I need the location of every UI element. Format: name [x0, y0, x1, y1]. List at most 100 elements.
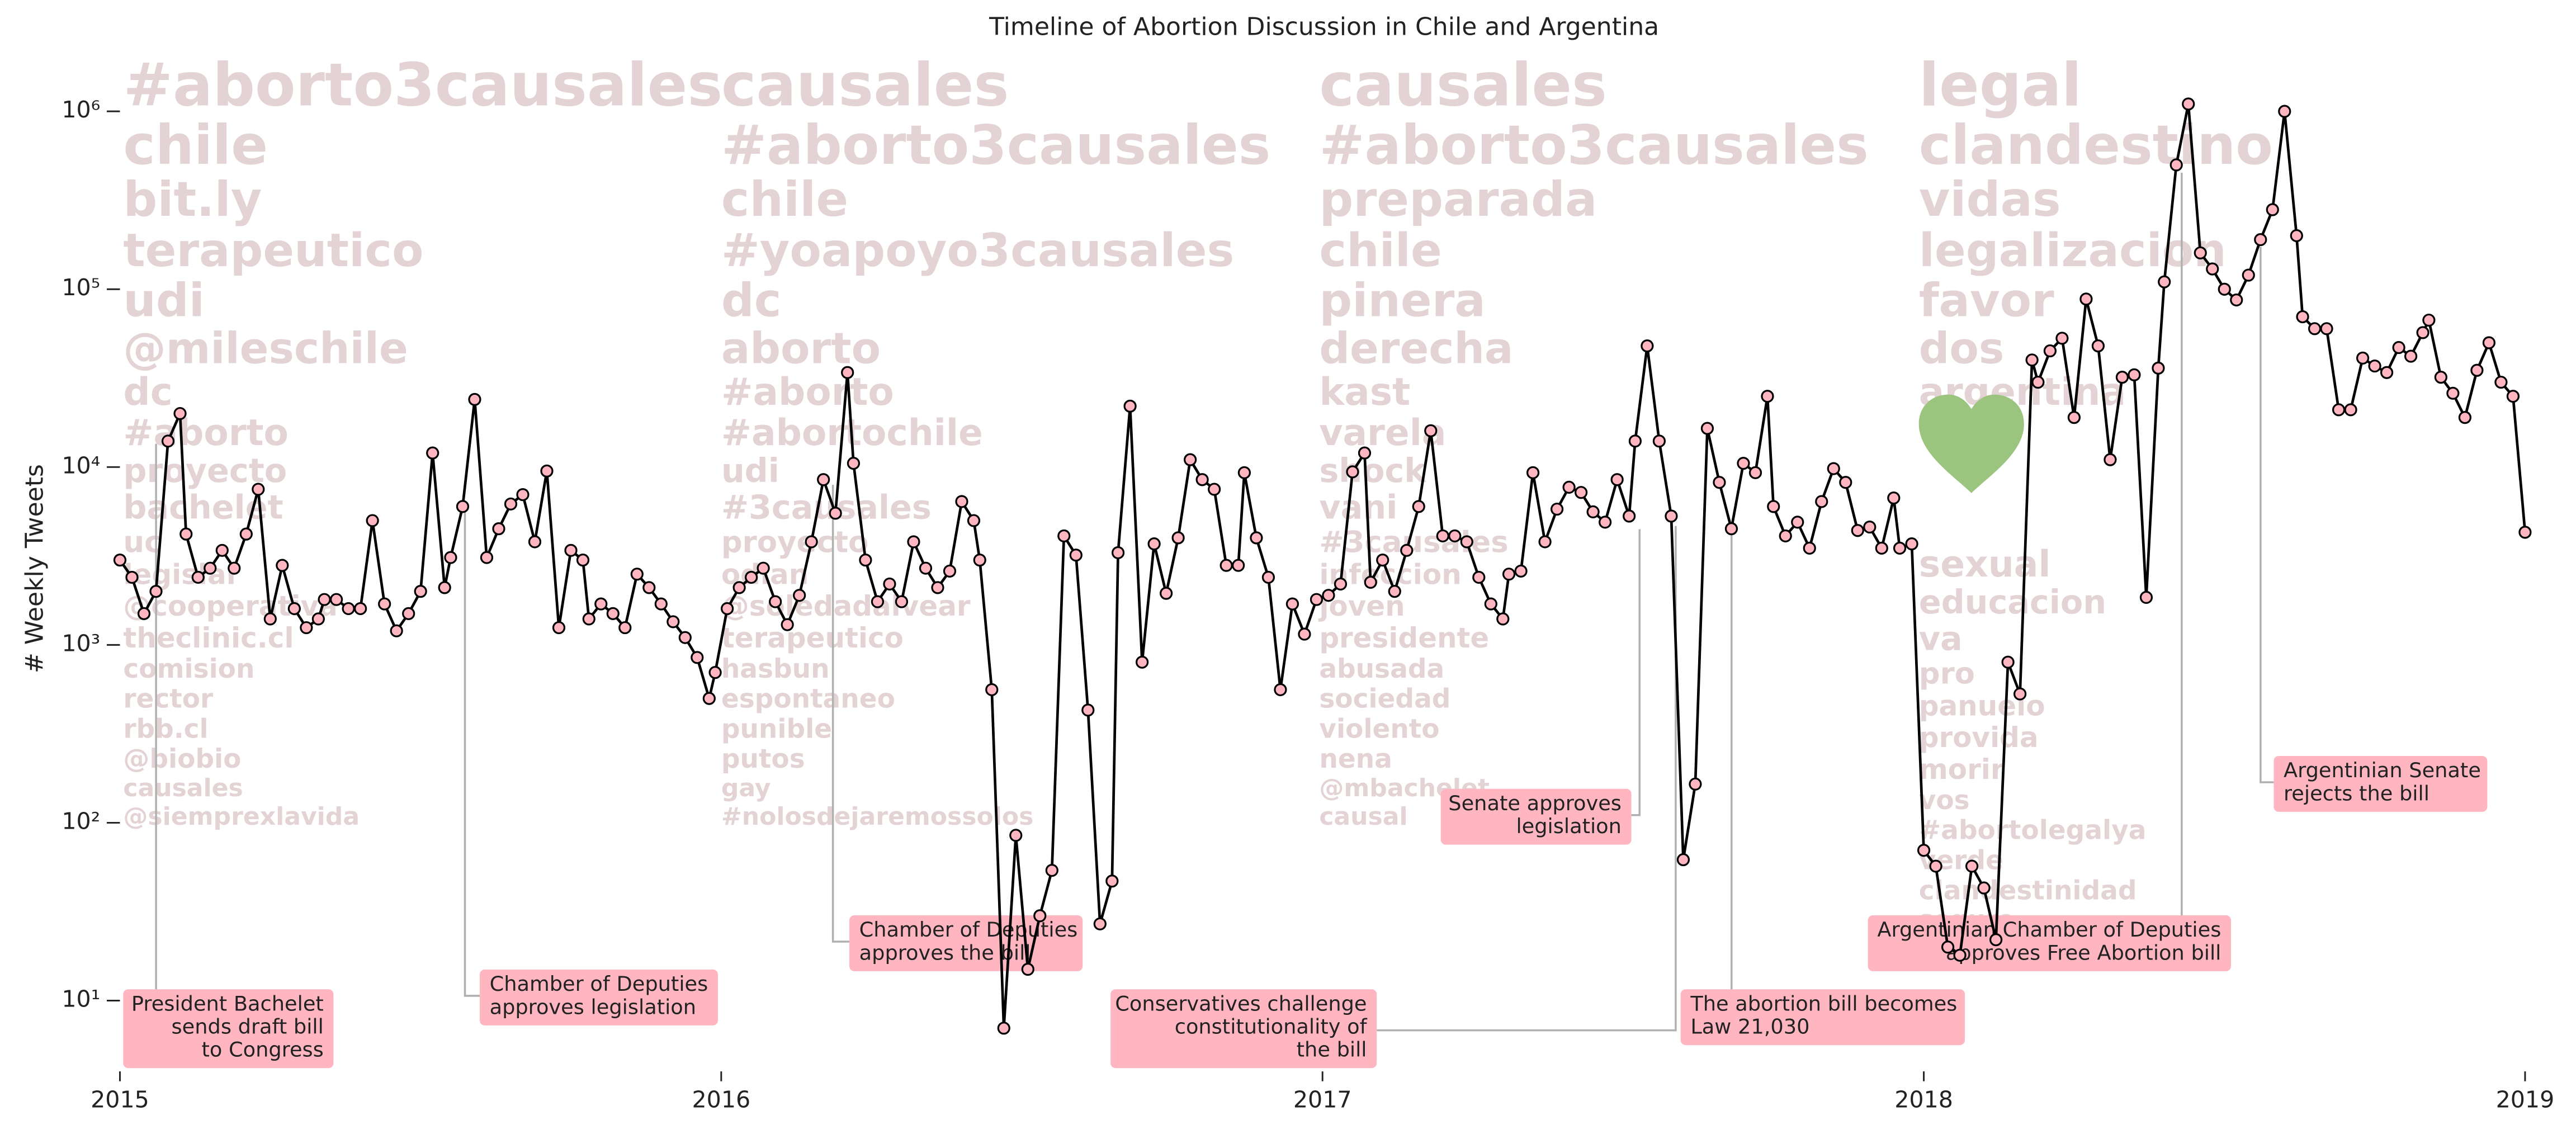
data-point: [2320, 322, 2333, 335]
data-point: [1989, 933, 2003, 947]
data-point: [1057, 529, 1071, 543]
data-point: [330, 593, 343, 606]
data-point: [708, 666, 722, 679]
annotation-line: legislation: [1516, 814, 1621, 838]
data-point: [2416, 326, 2430, 339]
data-point: [1748, 466, 1762, 479]
cloud-word: udi: [721, 451, 779, 490]
data-point: [2290, 229, 2303, 243]
data-point: [1436, 529, 1449, 543]
data-point: [239, 527, 253, 541]
data-point: [1791, 516, 1804, 529]
data-point: [173, 407, 187, 420]
y-tick-label: 10³: [62, 630, 100, 656]
data-point: [1160, 587, 1173, 600]
cloud-word: #abortolegalya: [1919, 815, 2147, 846]
data-point: [720, 602, 734, 616]
data-point: [414, 585, 427, 598]
data-point: [702, 692, 716, 705]
data-point: [2104, 453, 2117, 466]
data-point: [1261, 570, 1275, 584]
annotation-box: [1440, 788, 1632, 845]
data-point: [1574, 486, 1588, 499]
cloud-word: aborto: [721, 324, 881, 374]
data-point: [1863, 520, 1877, 534]
data-point: [528, 535, 542, 549]
annotation-line: Chamber of Deputies: [490, 972, 708, 996]
data-point: [1195, 473, 1209, 486]
data-point: [859, 554, 872, 567]
annotation-text: Argentinian Senate rejects the bill: [2284, 758, 2481, 805]
annotation-line: to Congress: [201, 1038, 323, 1062]
cloud-word: terapeutico: [123, 224, 423, 277]
data-point: [919, 561, 933, 575]
cloud-word: dc: [123, 370, 172, 414]
data-point: [1448, 529, 1462, 543]
data-point: [973, 554, 986, 567]
annotation-line: rejects the bill: [2284, 781, 2430, 805]
data-point: [2518, 526, 2532, 539]
cloud-word: causal: [1319, 802, 1407, 831]
data-point: [2230, 293, 2243, 307]
data-point: [2206, 262, 2219, 276]
cloud-word: #aborto3causales: [721, 114, 1271, 177]
data-point: [1887, 491, 1901, 505]
cloud-word: punible: [721, 713, 832, 744]
data-point: [2404, 349, 2418, 363]
cloud-word: legalizacion: [1919, 224, 2227, 277]
data-point: [1123, 399, 1137, 413]
data-point: [1803, 541, 1816, 555]
data-point: [1009, 829, 1023, 842]
data-point: [2278, 105, 2291, 118]
cloud-word: nena: [1319, 744, 1392, 774]
data-point: [1953, 948, 1967, 962]
data-point: [630, 568, 644, 581]
data-point: [907, 535, 920, 549]
x-tick-label: 2018: [1894, 1086, 1953, 1113]
data-point: [667, 615, 680, 628]
data-point: [2380, 366, 2394, 379]
data-point: [847, 456, 861, 470]
data-point: [2025, 353, 2039, 367]
data-point: [516, 488, 530, 502]
data-point: [1093, 917, 1107, 930]
data-point: [2158, 275, 2171, 289]
annotation-line: Chamber of Deputies: [859, 918, 1078, 942]
cloud-word: chile: [123, 114, 268, 177]
data-point: [2079, 292, 2093, 306]
data-point: [2115, 371, 2129, 384]
data-point: [1929, 859, 1942, 873]
data-point: [2446, 386, 2460, 400]
cloud-word: bit.ly: [123, 172, 262, 228]
data-point: [1965, 859, 1979, 873]
data-point: [943, 564, 957, 578]
data-point: [468, 393, 481, 406]
data-point: [438, 581, 451, 594]
annotation-connector: [2260, 247, 2274, 783]
data-point: [2470, 363, 2484, 377]
data-point: [1665, 509, 1678, 523]
data-point: [781, 618, 794, 631]
data-point: [1412, 500, 1425, 513]
data-point: [2506, 390, 2520, 403]
data-point: [1346, 465, 1359, 479]
data-point: [2013, 687, 2027, 701]
data-point: [1815, 495, 1828, 508]
data-point: [540, 464, 554, 478]
data-point: [492, 522, 505, 536]
cloud-word: #yoapoyo3causales: [721, 224, 1234, 277]
data-point: [2368, 359, 2381, 373]
data-point: [191, 570, 205, 584]
data-point: [1472, 570, 1486, 584]
cloud-word: #aborto3causales: [123, 50, 722, 119]
x-tick-label: 2015: [91, 1086, 149, 1113]
cloud-word: legislar: [123, 558, 240, 590]
data-point: [1081, 703, 1095, 717]
data-point: [1502, 568, 1516, 581]
annotation-box: [479, 969, 718, 1025]
annotation-connector: [1631, 529, 1641, 816]
data-point: [1562, 480, 1576, 494]
cloud-word: causales: [1319, 50, 1607, 119]
data-point: [564, 543, 578, 557]
